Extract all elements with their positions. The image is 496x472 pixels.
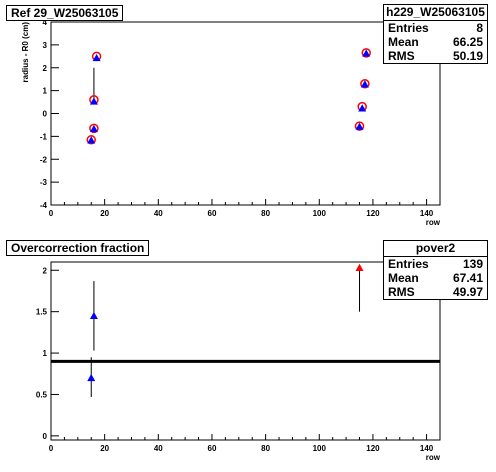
data-point-triangle <box>89 97 98 105</box>
stats-value: 67.41 <box>452 271 483 285</box>
stats-value: 139 <box>462 257 483 271</box>
data-point-triangle <box>358 104 367 112</box>
y-tick-label: 1 <box>43 349 48 358</box>
stats-row: Mean 66.25 <box>384 35 487 49</box>
stats-label: RMS <box>388 49 415 63</box>
y-tick-label: 2 <box>43 266 48 275</box>
stats-value: 49.97 <box>452 285 483 299</box>
x-tick-label: 140 <box>420 444 434 453</box>
stats-row: Entries 8 <box>384 21 487 35</box>
x-tick-label: 80 <box>261 209 270 218</box>
x-tick-label: 20 <box>100 209 109 218</box>
x-tick-label: 60 <box>208 444 217 453</box>
x-tick-label: 100 <box>313 444 327 453</box>
x-axis-label: row <box>426 218 441 227</box>
data-point-triangle <box>92 53 101 62</box>
stats-label: Mean <box>388 35 419 49</box>
chart-ref-radius: 0 20 40 60 80 100 120 140 -4 -3 -2 -1 0 1 2 3 4 row radius… <box>21 18 441 227</box>
y-tick-label: -2 <box>40 155 48 164</box>
x-tick-label: 0 <box>49 444 54 453</box>
x-tick-label: 120 <box>366 444 380 453</box>
y-tick-label: -4 <box>40 201 48 210</box>
stats-row: Entries 139 <box>384 257 487 271</box>
data-point-triangle <box>355 122 364 130</box>
stats-title: h229_W25063105 <box>384 5 487 21</box>
y-tick-label: 1 <box>43 87 48 96</box>
data-point-circle <box>86 135 96 145</box>
stats-label: Entries <box>388 257 429 271</box>
stats-label: RMS <box>388 285 415 299</box>
stats-value: 66.25 <box>452 35 483 49</box>
y-tick-label: 0 <box>43 432 48 441</box>
stats-value: 50.19 <box>452 49 483 63</box>
stats-row: RMS 50.19 <box>384 49 487 63</box>
x-tick-label: 40 <box>154 444 163 453</box>
x-tick-label: 40 <box>154 209 163 218</box>
stats-row: RMS 49.97 <box>384 285 487 299</box>
x-tick-label: 60 <box>208 209 217 218</box>
y-tick-label: 2 <box>43 64 48 73</box>
y-tick-label: 0.5 <box>36 390 48 399</box>
y-tick-label: 0 <box>43 110 48 119</box>
stats-box: pover2 Entries 139 Mean 67.41 RMS 49.97 <box>383 240 488 300</box>
y-tick-label: 4 <box>43 18 48 27</box>
x-tick-label: 100 <box>313 209 327 218</box>
x-tick-label: 140 <box>420 209 434 218</box>
data-point-circle <box>354 121 365 131</box>
data-point-triangle <box>87 136 96 144</box>
stats-title: pover2 <box>384 241 487 257</box>
y-tick-label: 3 <box>43 41 48 50</box>
stats-row: Mean 67.41 <box>384 271 487 285</box>
chart-title: Ref 29_W25063105 <box>6 5 124 21</box>
data-point-triangle <box>360 80 369 88</box>
stats-label: Entries <box>388 21 429 35</box>
stats-box: h229_W25063105 Entries 8 Mean 66.25 RMS 50.… <box>383 4 488 64</box>
data-point-circle <box>360 79 370 89</box>
data-point-triangle <box>355 263 364 271</box>
data-point-triangle <box>89 124 98 133</box>
data-point-triangle <box>87 373 96 382</box>
data-point-circle <box>89 123 99 134</box>
x-tick-label: 0 <box>49 209 54 218</box>
plot-frame <box>50 21 441 206</box>
y-tick-label: -3 <box>40 178 48 187</box>
stats-value: 8 <box>476 21 483 35</box>
x-axis-label: row <box>426 453 441 462</box>
data-point-triangle <box>89 311 98 320</box>
chart-title: Overcorrection fraction <box>6 240 150 256</box>
x-tick-label: 120 <box>366 209 380 218</box>
y-tick-label: -1 <box>40 132 48 141</box>
y-axis-label: radius - R0 (cm) <box>21 22 30 83</box>
x-tick-label: 20 <box>100 444 109 453</box>
data-point-triangle <box>362 49 371 57</box>
x-tick-label: 80 <box>261 444 270 453</box>
plot-frame <box>50 261 441 441</box>
stats-label: Mean <box>388 271 419 285</box>
chart-overcorrection: 0 20 40 60 80 100 120 140 0 0.5 1 1.5 2 row <box>36 261 441 462</box>
y-tick-label: 1.5 <box>36 308 48 317</box>
data-point-circle <box>361 48 371 58</box>
